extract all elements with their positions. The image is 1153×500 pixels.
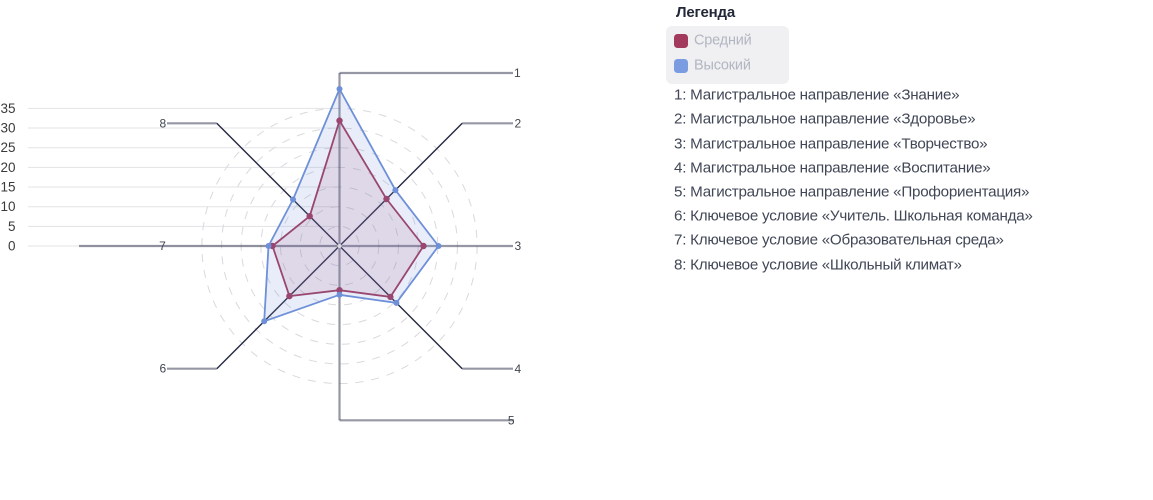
svg-text:1: 1 <box>514 66 521 80</box>
svg-text:25: 25 <box>0 140 15 155</box>
svg-text:2: 2 <box>515 117 522 131</box>
svg-text:3: 3 <box>515 239 522 253</box>
svg-text:30: 30 <box>0 121 15 136</box>
svg-text:6: 6 <box>160 362 167 376</box>
svg-text:0: 0 <box>8 239 16 254</box>
svg-text:4: 4 <box>515 362 522 376</box>
svg-text:15: 15 <box>0 180 15 195</box>
svg-text:5: 5 <box>8 219 16 234</box>
svg-text:10: 10 <box>0 199 15 214</box>
svg-text:8: 8 <box>160 116 167 130</box>
svg-text:35: 35 <box>0 101 15 116</box>
svg-text:7: 7 <box>159 239 166 253</box>
svg-text:5: 5 <box>508 414 515 428</box>
svg-text:20: 20 <box>0 160 15 175</box>
